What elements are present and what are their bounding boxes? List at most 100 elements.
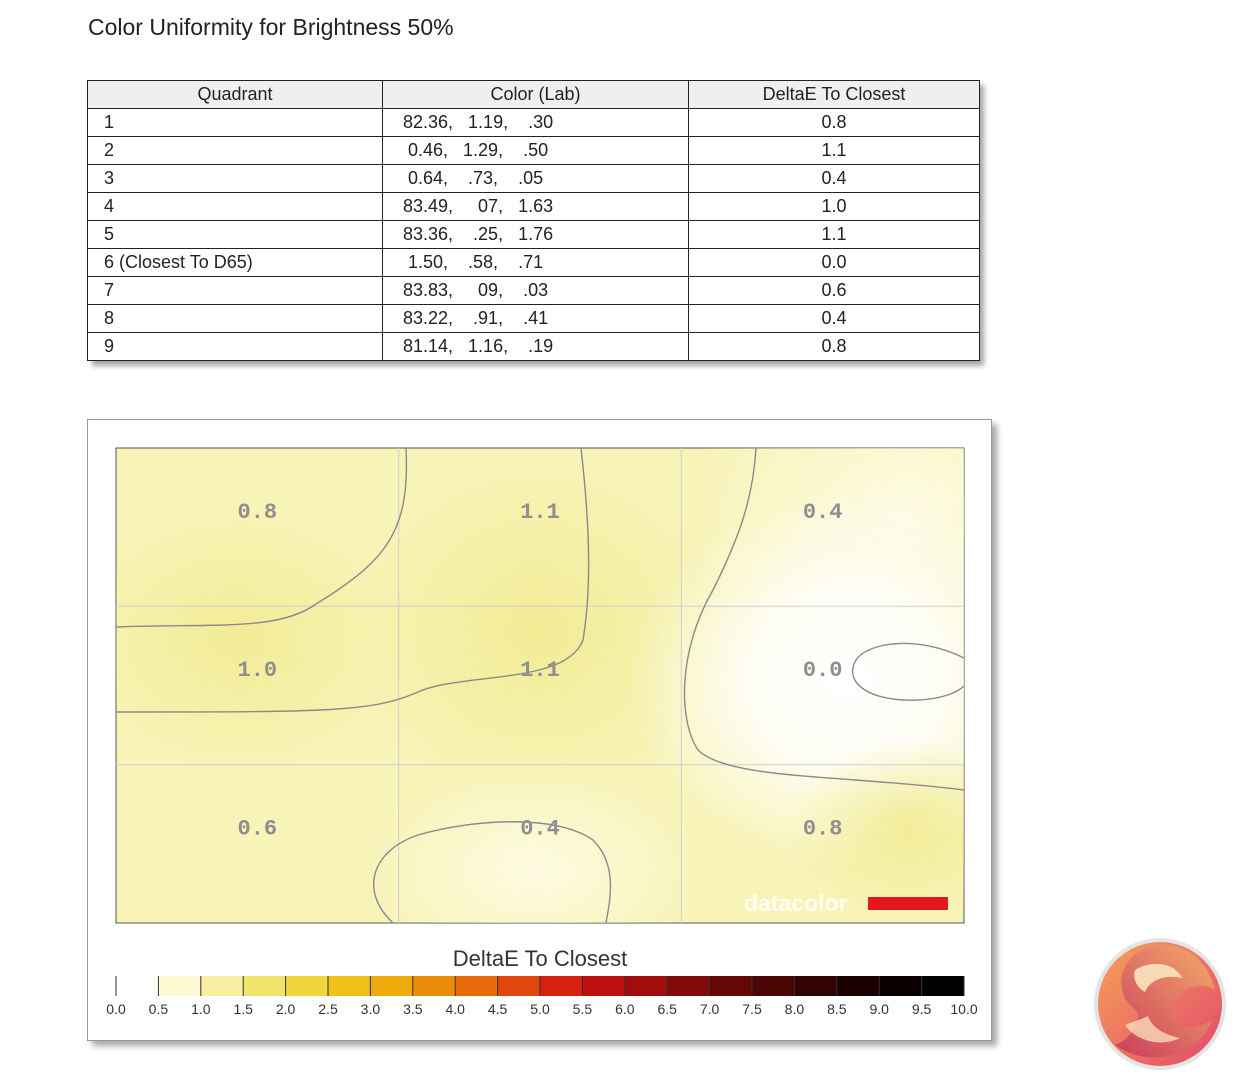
- deltae-cell: 1.0: [688, 192, 980, 221]
- colorbar-tick-label: 0.5: [149, 1001, 169, 1017]
- colorbar-swatch: [412, 976, 456, 996]
- colorbar-tick-label: 6.5: [657, 1001, 677, 1017]
- colorbar-swatch: [836, 976, 880, 996]
- quadrant-cell: 8: [87, 304, 383, 333]
- lab-cell: 83.22, .91, .41: [382, 304, 689, 333]
- colorbar-swatch: [667, 976, 711, 996]
- lab-table-container: Quadrant Color (Lab) DeltaE To Closest 1…: [87, 80, 980, 361]
- colorbar-tick-label: 7.0: [700, 1001, 720, 1017]
- colorbar-swatch: [328, 976, 371, 996]
- colorbar-swatch: [709, 976, 753, 996]
- table-row: 5 83.36, .25, 1.76 1.1: [87, 220, 980, 249]
- datacolor-logo-text: datacolor: [744, 890, 848, 916]
- colorbar-tick-label: 3.0: [361, 1001, 381, 1017]
- table-row: 7 83.83, 09, .03 0.6: [87, 276, 980, 305]
- cell-value-label: 0.4: [520, 816, 560, 841]
- colorbar-tick-label: 2.5: [318, 1001, 338, 1017]
- colorbar-swatch: [879, 976, 923, 996]
- deltae-cell: 0.4: [688, 164, 980, 193]
- table-row: 3 0.64, .73, .05 0.4: [87, 164, 980, 193]
- deltae-cell: 0.8: [688, 108, 980, 137]
- quadrant-cell: 1: [87, 108, 383, 137]
- colorbar-swatch: [582, 976, 626, 996]
- contour-0-5-bottom: [373, 821, 612, 924]
- quadrant-cell: 6 (Closest To D65): [87, 248, 383, 277]
- lab-table: Quadrant Color (Lab) DeltaE To Closest 1…: [87, 80, 980, 361]
- colorbar-swatch: [116, 976, 159, 996]
- grid-lines: [116, 448, 964, 923]
- uniformity-chart-panel: 0.8 1.1 0.4 1.0 1.1 0.0 0.6 0.4 0.8 datacolor De…: [87, 419, 992, 1041]
- quadrant-cell: 7: [87, 276, 383, 305]
- cell-value-label: 1.1: [520, 500, 560, 525]
- colorbar-swatch: [158, 976, 202, 996]
- colorbar-swatch: [624, 976, 668, 996]
- colorbar-swatch: [921, 976, 965, 996]
- colorbar-swatch: [794, 976, 838, 996]
- header-color-lab: Color (Lab): [382, 80, 689, 109]
- colorbar-tick-label: 7.5: [742, 1001, 762, 1017]
- colorbar-tick-label: 1.5: [233, 1001, 253, 1017]
- lab-cell: 83.49, 07, 1.63: [382, 192, 689, 221]
- contour-1-0-top-left: [115, 447, 408, 628]
- quadrant-cell: 4: [87, 192, 383, 221]
- deltae-cell: 0.4: [688, 304, 980, 333]
- contour-1-0-center: [115, 447, 590, 713]
- uniformity-heatmap: 0.8 1.1 0.4 1.0 1.1 0.0 0.6 0.4 0.8 datacolor De…: [106, 447, 978, 1017]
- colorbar-tick-label: 3.5: [403, 1001, 423, 1017]
- cell-value-label: 0.4: [803, 500, 843, 525]
- quadrant-cell: 5: [87, 220, 383, 249]
- table-row: 2 0.46, 1.29, .50 1.1: [87, 136, 980, 165]
- table-row: 9 81.14, 1.16, .19 0.8: [87, 332, 980, 361]
- lab-cell: 0.64, .73, .05: [382, 164, 689, 193]
- deltae-cell: 1.1: [688, 220, 980, 249]
- lab-cell: 1.50, .58, .71: [382, 248, 689, 277]
- colorbar-tick-label: 9.5: [912, 1001, 932, 1017]
- page-title: Color Uniformity for Brightness 50%: [88, 14, 454, 40]
- colorbar-tick-label: 10.0: [950, 1001, 977, 1017]
- quadrant-cell: 9: [87, 332, 383, 361]
- cell-value-label: 0.6: [238, 816, 278, 841]
- contour-lines: [115, 447, 965, 924]
- deltae-cell: 0.0: [688, 248, 980, 277]
- cell-value-label: 0.8: [803, 816, 843, 841]
- header-deltae: DeltaE To Closest: [688, 80, 980, 109]
- quadrant-cell: 2: [87, 136, 383, 165]
- lab-cell: 81.14, 1.16, .19: [382, 332, 689, 361]
- colorbar-tick-label: 0.0: [106, 1001, 126, 1017]
- colorbar-title: DeltaE To Closest: [453, 946, 627, 971]
- colorbar-tick-label: 5.5: [573, 1001, 593, 1017]
- colorbar-swatch: [752, 976, 795, 996]
- colorbar-swatch: [455, 976, 499, 996]
- colorbar-swatch: [285, 976, 329, 996]
- colorbar-swatch: [540, 976, 583, 996]
- colorbar-ticks: 0.0 0.5 1.0 1.5 2.0 2.5 3.0 3.5 4.0 4.5 5.0 5.5 6.0 6…: [106, 1001, 978, 1017]
- brand-mark: datacolor: [744, 890, 948, 916]
- contour-0-5-right: [683, 447, 965, 791]
- colorbar-tick-label: 2.0: [276, 1001, 296, 1017]
- table-row: 8 83.22, .91, .41 0.4: [87, 304, 980, 333]
- deltae-cell: 0.8: [688, 332, 980, 361]
- colorbar-swatch: [200, 976, 244, 996]
- colorbar-swatch: [370, 976, 414, 996]
- cell-value-label: 0.8: [238, 500, 278, 525]
- colorbar-tick-label: 5.0: [530, 1001, 550, 1017]
- lab-cell: 83.83, 09, .03: [382, 276, 689, 305]
- colorbar-tick-label: 8.5: [827, 1001, 847, 1017]
- colorbar-tick-label: 1.0: [191, 1001, 211, 1017]
- contour-0-2-hotspot: [851, 642, 965, 701]
- brand-logo-icon: [1094, 938, 1226, 1070]
- deltae-cell: 1.1: [688, 136, 980, 165]
- cell-value-label: 1.1: [520, 658, 560, 683]
- colorbar-tick-label: 4.5: [488, 1001, 508, 1017]
- deltae-cell: 0.6: [688, 276, 980, 305]
- lab-cell: 0.46, 1.29, .50: [382, 136, 689, 165]
- table-row: 6 (Closest To D65) 1.50, .58, .71 0.0: [87, 248, 980, 277]
- lab-cell: 82.36, 1.19, .30: [382, 108, 689, 137]
- colorbar-swatch: [243, 976, 287, 996]
- table-row: 4 83.49, 07, 1.63 1.0: [87, 192, 980, 221]
- quadrant-cell: 3: [87, 164, 383, 193]
- table-header-row: Quadrant Color (Lab) DeltaE To Closest: [87, 80, 980, 109]
- colorbar-swatch: [497, 976, 541, 996]
- lab-cell: 83.36, .25, 1.76: [382, 220, 689, 249]
- table-row: 1 82.36, 1.19, .30 0.8: [87, 108, 980, 137]
